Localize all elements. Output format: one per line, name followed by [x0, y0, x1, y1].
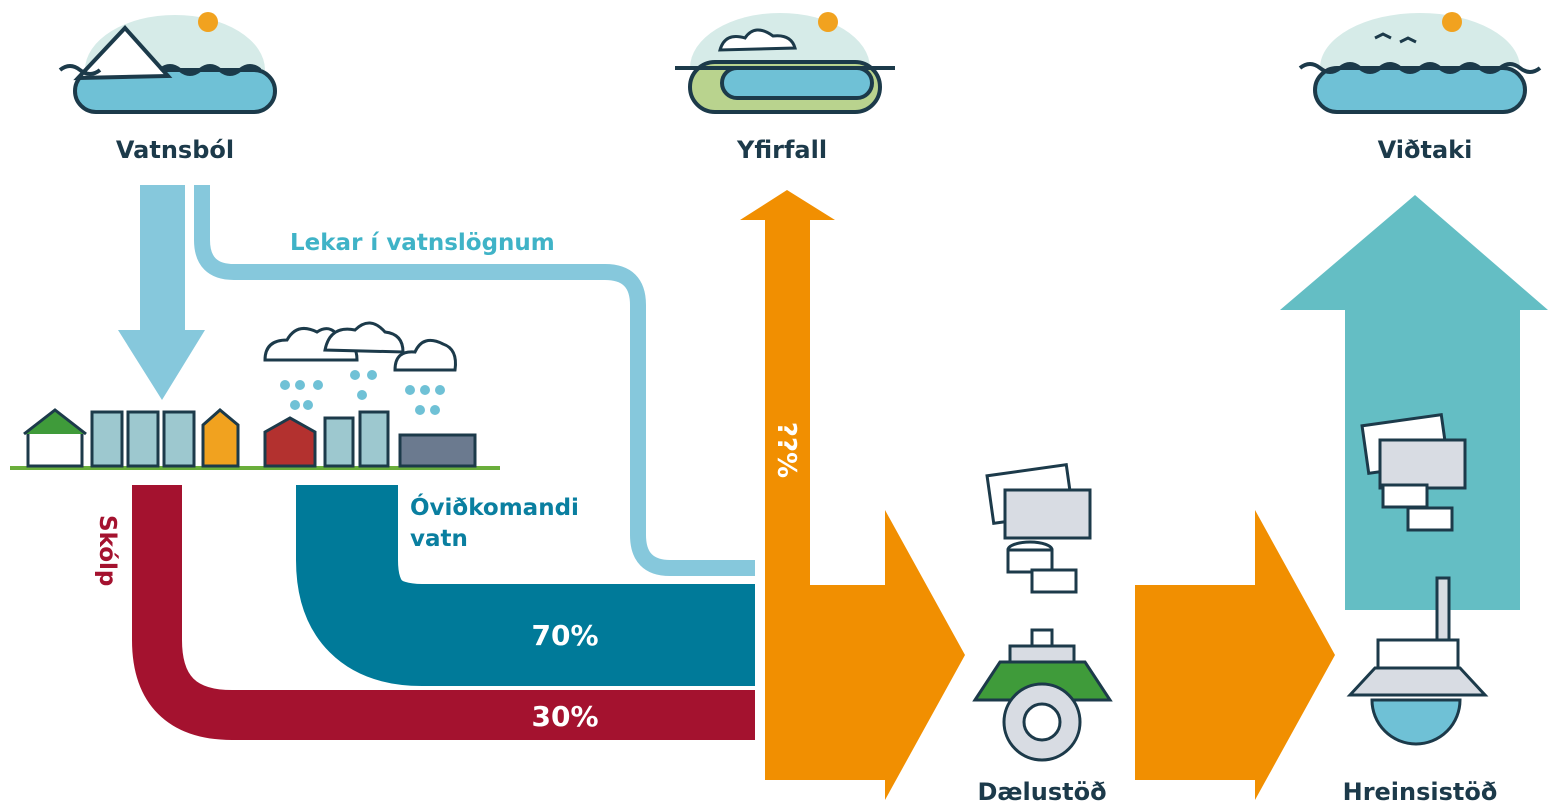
flow-label: Óviðkomandi [410, 493, 579, 521]
flow-label: Skólp [94, 515, 120, 586]
sewage-pipe [132, 485, 755, 740]
node-label: Vatnsból [116, 136, 234, 164]
leak-pipe [194, 185, 755, 576]
overflow-icon [675, 12, 895, 114]
flow-share: 70% [531, 619, 598, 652]
node-label: Hreinsistöð [1343, 778, 1498, 806]
cost-icon [985, 462, 1092, 594]
flow-label: vatn [410, 526, 468, 552]
cost-icon [1360, 412, 1467, 532]
node-label: Yfirfall [736, 136, 827, 164]
source-icon [58, 12, 277, 114]
receiver-icon [1298, 12, 1542, 114]
node-label: Viðtaki [1378, 136, 1473, 164]
supply-arrow [118, 185, 205, 400]
flow-share: 30% [531, 700, 598, 733]
flow-label: Lekar í vatnslögnum [290, 230, 555, 256]
infiltration-pipe [296, 485, 755, 686]
treatment-arrow [1135, 510, 1335, 800]
rain [263, 321, 457, 415]
town [10, 408, 500, 470]
flow-share: ??% [771, 422, 801, 478]
outlet-arrow [1280, 195, 1548, 610]
node-label: Dælustöð [977, 778, 1106, 806]
overflow-arrow [740, 190, 965, 800]
treatment-plant-icon [1346, 576, 1489, 746]
pump-station-icon [972, 628, 1113, 762]
